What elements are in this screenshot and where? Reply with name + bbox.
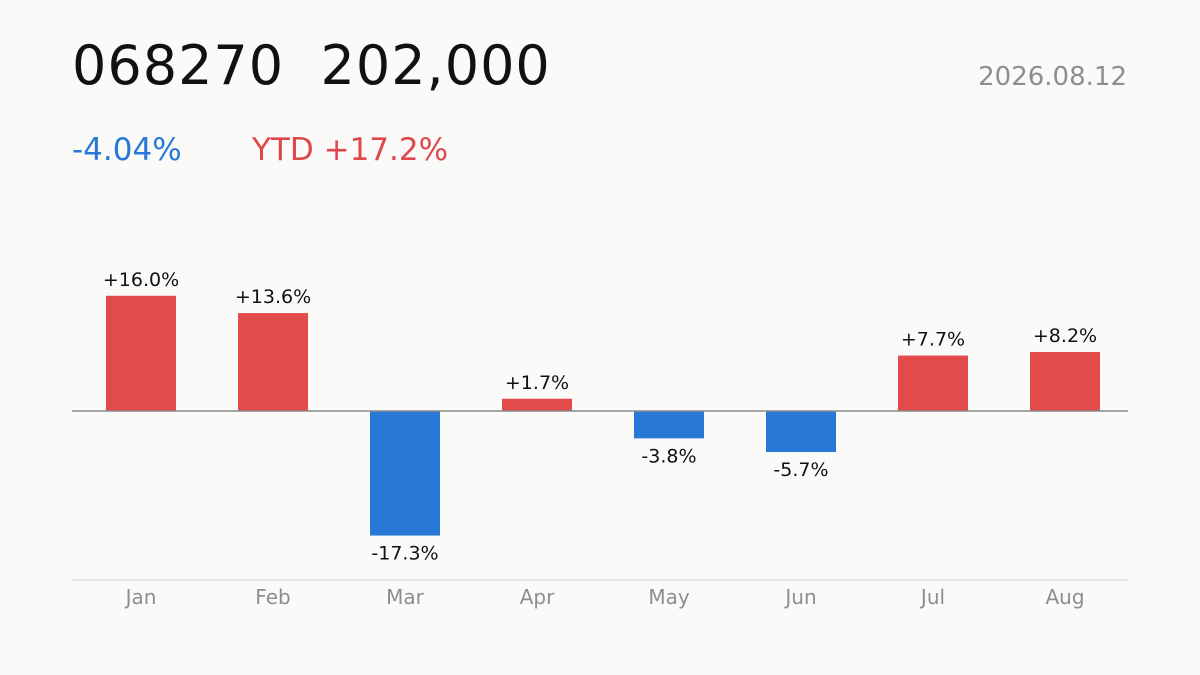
value-label-feb: +13.6%: [235, 286, 311, 308]
x-tick-apr: Apr: [520, 585, 555, 609]
bar-jan: [106, 295, 176, 411]
value-label-jun: -5.7%: [773, 459, 828, 481]
value-label-jul: +7.7%: [901, 329, 965, 351]
x-tick-may: May: [648, 585, 690, 609]
daily-change: -4.04%: [72, 132, 182, 168]
ytd-change: YTD +17.2%: [252, 132, 449, 168]
bar-feb: [238, 313, 308, 411]
x-tick-aug: Aug: [1045, 585, 1084, 609]
value-label-mar: -17.3%: [371, 543, 438, 565]
ticker-symbol: 068270: [72, 34, 285, 97]
x-tick-jul: Jul: [919, 585, 945, 609]
ticker-and-price: 068270 202,000: [72, 34, 551, 97]
x-tick-mar: Mar: [386, 585, 425, 609]
current-price: 202,000: [320, 34, 551, 97]
value-label-aug: +8.2%: [1033, 325, 1097, 347]
value-label-apr: +1.7%: [505, 372, 569, 394]
x-tick-jan: Jan: [124, 585, 157, 609]
x-tick-jun: Jun: [783, 585, 816, 609]
bar-jul: [898, 355, 968, 411]
bar-apr: [502, 398, 572, 411]
x-tick-feb: Feb: [255, 585, 290, 609]
bar-aug: [1030, 351, 1100, 411]
x-tick-labels-group: Jan Feb Mar Apr May Jun Jul Aug: [124, 585, 1085, 609]
value-label-jan: +16.0%: [103, 269, 179, 291]
value-label-may: -3.8%: [641, 445, 696, 467]
bar-mar: [370, 411, 440, 536]
value-labels-group: +16.0% +13.6% -17.3% +1.7% -3.8% -5.7% +7.7% +8…: [103, 269, 1097, 565]
bar-jun: [766, 411, 836, 453]
bar-may: [634, 411, 704, 439]
quote-date: 2026.08.12: [978, 62, 1127, 92]
bars-group: [106, 295, 1100, 536]
